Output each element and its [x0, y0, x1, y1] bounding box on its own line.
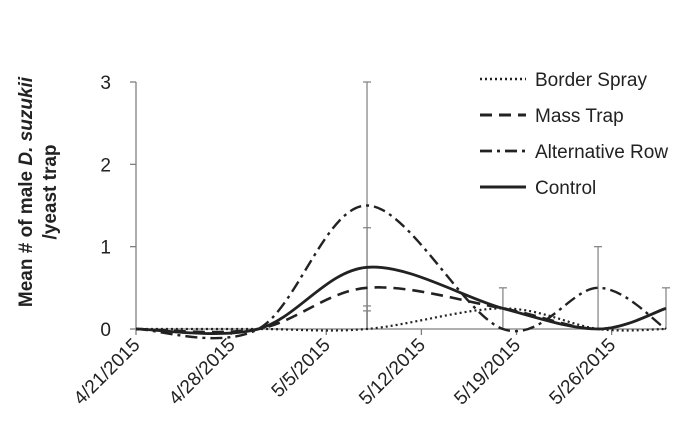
x-tick-label: 4/28/2015 [165, 335, 240, 410]
y-axis-label-line2: /yeast trap [40, 144, 61, 239]
y-tick-label: 3 [100, 73, 111, 94]
y-tick-label: 1 [100, 238, 111, 259]
series-line-alternative-row [135, 204, 667, 340]
legend-label-mass-trap: Mass Trap [535, 106, 624, 127]
y-axis-label-line1: Mean # of male D. suzukii [16, 76, 37, 307]
y-tick-label: 2 [100, 155, 111, 176]
x-tick-label: 5/12/2015 [355, 335, 430, 410]
x-tick-label: 5/26/2015 [546, 335, 621, 410]
x-tick-label: 5/19/2015 [450, 335, 525, 410]
legend: Border Spray Mass Trap Alternative Row Cont… [480, 70, 668, 199]
error-bars [363, 81, 670, 329]
x-tick-label: 4/21/2015 [70, 335, 145, 410]
x-tick-label: 5/5/2015 [268, 335, 335, 402]
series-lines [135, 204, 667, 340]
legend-label-control: Control [535, 178, 596, 199]
series-line-mass-trap [135, 286, 667, 334]
series-line-control [135, 265, 667, 335]
legend-label-border-spray: Border Spray [535, 70, 647, 91]
y-tick-label: 0 [100, 320, 111, 341]
legend-label-alternative-row: Alternative Row [535, 142, 668, 163]
y-axis-label: Mean # of male D. suzukii /yeast trap [16, 76, 61, 307]
